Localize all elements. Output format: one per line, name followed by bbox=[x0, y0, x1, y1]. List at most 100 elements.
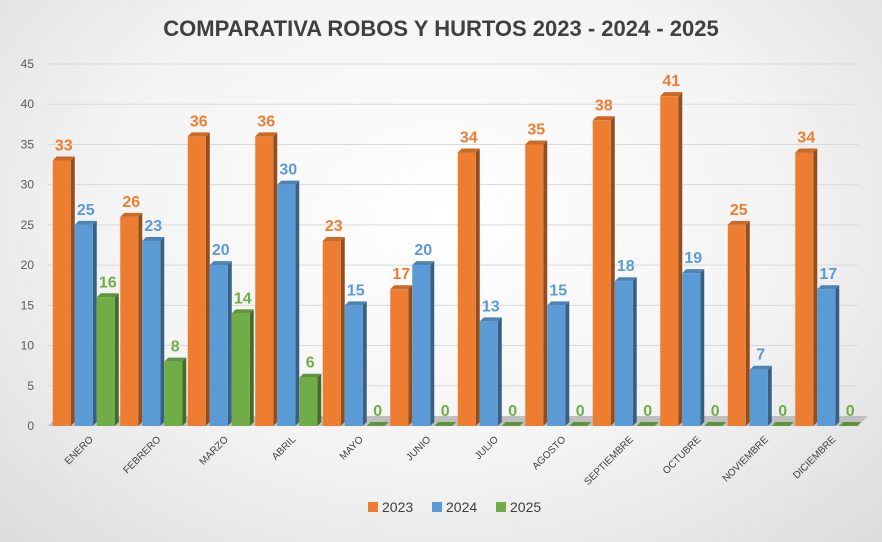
bar-2024-junio bbox=[412, 261, 435, 426]
x-tick-label: JULIO bbox=[473, 434, 501, 462]
bar-2023-octubre bbox=[660, 92, 683, 426]
data-label: 36 bbox=[190, 113, 208, 130]
data-label: 35 bbox=[527, 121, 545, 138]
bar-2025-febrero bbox=[164, 357, 187, 426]
data-label: 7 bbox=[756, 347, 765, 364]
grid-lines bbox=[48, 63, 858, 387]
data-label: 25 bbox=[730, 202, 748, 219]
bar-2023-agosto bbox=[525, 140, 548, 426]
bar-2023-julio bbox=[457, 148, 480, 426]
bar-2025-junio bbox=[434, 422, 457, 426]
bar-2023-enero bbox=[52, 156, 75, 427]
bar-2025-diciembre bbox=[839, 422, 862, 426]
data-label: 20 bbox=[212, 242, 230, 259]
legend-item-2025[interactable]: 2025 bbox=[496, 499, 541, 515]
bar-2024-mayo bbox=[344, 301, 367, 426]
legend-label: 2024 bbox=[446, 499, 477, 515]
data-labels: 3325162623836201436306231501720034130351… bbox=[55, 73, 855, 420]
legend-item-2024[interactable]: 2024 bbox=[432, 499, 477, 515]
data-label: 34 bbox=[797, 129, 815, 146]
data-label: 0 bbox=[778, 403, 787, 420]
data-label: 16 bbox=[99, 274, 117, 291]
bar-2023-noviembre bbox=[727, 220, 750, 426]
x-tick-label: ABRIL bbox=[270, 434, 299, 463]
bar-2025-mayo bbox=[366, 422, 389, 426]
data-label: 15 bbox=[347, 282, 365, 299]
bar-2024-septiembre bbox=[614, 277, 637, 426]
bar-2025-agosto bbox=[569, 422, 592, 426]
data-label: 33 bbox=[55, 138, 73, 155]
x-tick-label: OCTUBRE bbox=[661, 434, 704, 477]
bar-2025-septiembre bbox=[636, 422, 659, 426]
bar-2023-septiembre bbox=[592, 116, 615, 427]
x-tick-label: DICIEMBRE bbox=[791, 434, 838, 481]
x-tick-label: MAYO bbox=[338, 434, 366, 462]
data-label: 34 bbox=[460, 129, 478, 146]
y-tick-label: 10 bbox=[21, 339, 35, 353]
bar-2024-agosto bbox=[547, 301, 570, 426]
bar-2025-marzo bbox=[231, 309, 254, 426]
x-tick-label: SEPTIEMBRE bbox=[583, 434, 637, 488]
data-label: 0 bbox=[643, 403, 652, 420]
legend-swatch bbox=[432, 502, 442, 512]
bar-2024-marzo bbox=[209, 261, 232, 426]
x-tick-label: FEBRERO bbox=[121, 434, 163, 476]
data-label: 26 bbox=[122, 194, 140, 211]
bar-2023-junio bbox=[390, 285, 413, 426]
data-label: 20 bbox=[414, 242, 432, 259]
data-label: 23 bbox=[144, 218, 162, 235]
x-tick-label: ENERO bbox=[63, 434, 96, 467]
data-label: 0 bbox=[441, 403, 450, 420]
data-label: 6 bbox=[306, 355, 315, 372]
y-tick-label: 35 bbox=[21, 137, 35, 151]
bar-2024-febrero bbox=[142, 236, 165, 426]
bar-2025-julio bbox=[501, 422, 524, 426]
legend-swatch bbox=[368, 502, 378, 512]
data-label: 30 bbox=[279, 162, 297, 179]
bar-2024-octubre bbox=[682, 269, 705, 426]
x-tick-label: AGOSTO bbox=[530, 434, 568, 472]
data-label: 0 bbox=[508, 403, 517, 420]
data-label: 13 bbox=[482, 298, 500, 315]
bar-2025-noviembre bbox=[771, 422, 794, 426]
y-tick-label: 0 bbox=[27, 419, 34, 433]
data-label: 25 bbox=[77, 202, 95, 219]
bar-2023-diciembre bbox=[795, 148, 818, 426]
legend-label: 2025 bbox=[510, 499, 541, 515]
data-label: 23 bbox=[325, 218, 343, 235]
y-tick-label: 25 bbox=[21, 218, 35, 232]
y-tick-label: 5 bbox=[27, 379, 34, 393]
legend[interactable]: 2023 2024 2025 bbox=[368, 499, 541, 515]
y-tick-label: 45 bbox=[21, 57, 35, 71]
x-tick-label: MARZO bbox=[198, 434, 231, 467]
data-label: 14 bbox=[234, 290, 252, 307]
data-label: 19 bbox=[684, 250, 702, 267]
bar-2023-mayo bbox=[322, 236, 345, 426]
bar-2024-enero bbox=[74, 220, 97, 426]
data-label: 0 bbox=[373, 403, 382, 420]
data-label: 18 bbox=[617, 258, 635, 275]
bar-2023-marzo bbox=[187, 132, 210, 426]
data-label: 0 bbox=[576, 403, 585, 420]
bar-2025-abril bbox=[299, 373, 322, 426]
data-label: 41 bbox=[662, 73, 680, 90]
bar-2025-enero bbox=[96, 293, 119, 426]
bar-2024-julio bbox=[479, 317, 502, 426]
bar-2024-abril bbox=[277, 180, 300, 426]
legend-label: 2023 bbox=[382, 499, 413, 515]
bar-2023-abril bbox=[255, 132, 278, 426]
data-label: 38 bbox=[595, 97, 613, 114]
data-label: 15 bbox=[549, 282, 567, 299]
x-axis: ENERO FEBRERO MARZO ABRIL MAYO JUNIO JULIO AGOS… bbox=[63, 434, 839, 488]
x-tick-label: JUNIO bbox=[404, 434, 433, 463]
y-tick-label: 30 bbox=[21, 178, 35, 192]
legend-item-2023[interactable]: 2023 bbox=[368, 499, 413, 515]
bar-2025-octubre bbox=[704, 422, 727, 426]
data-label: 17 bbox=[819, 266, 837, 283]
data-label: 17 bbox=[392, 266, 410, 283]
data-label: 0 bbox=[711, 403, 720, 420]
y-axis: 0 5 10 15 20 25 30 35 40 45 bbox=[21, 57, 35, 433]
bar-2024-diciembre bbox=[817, 285, 840, 426]
